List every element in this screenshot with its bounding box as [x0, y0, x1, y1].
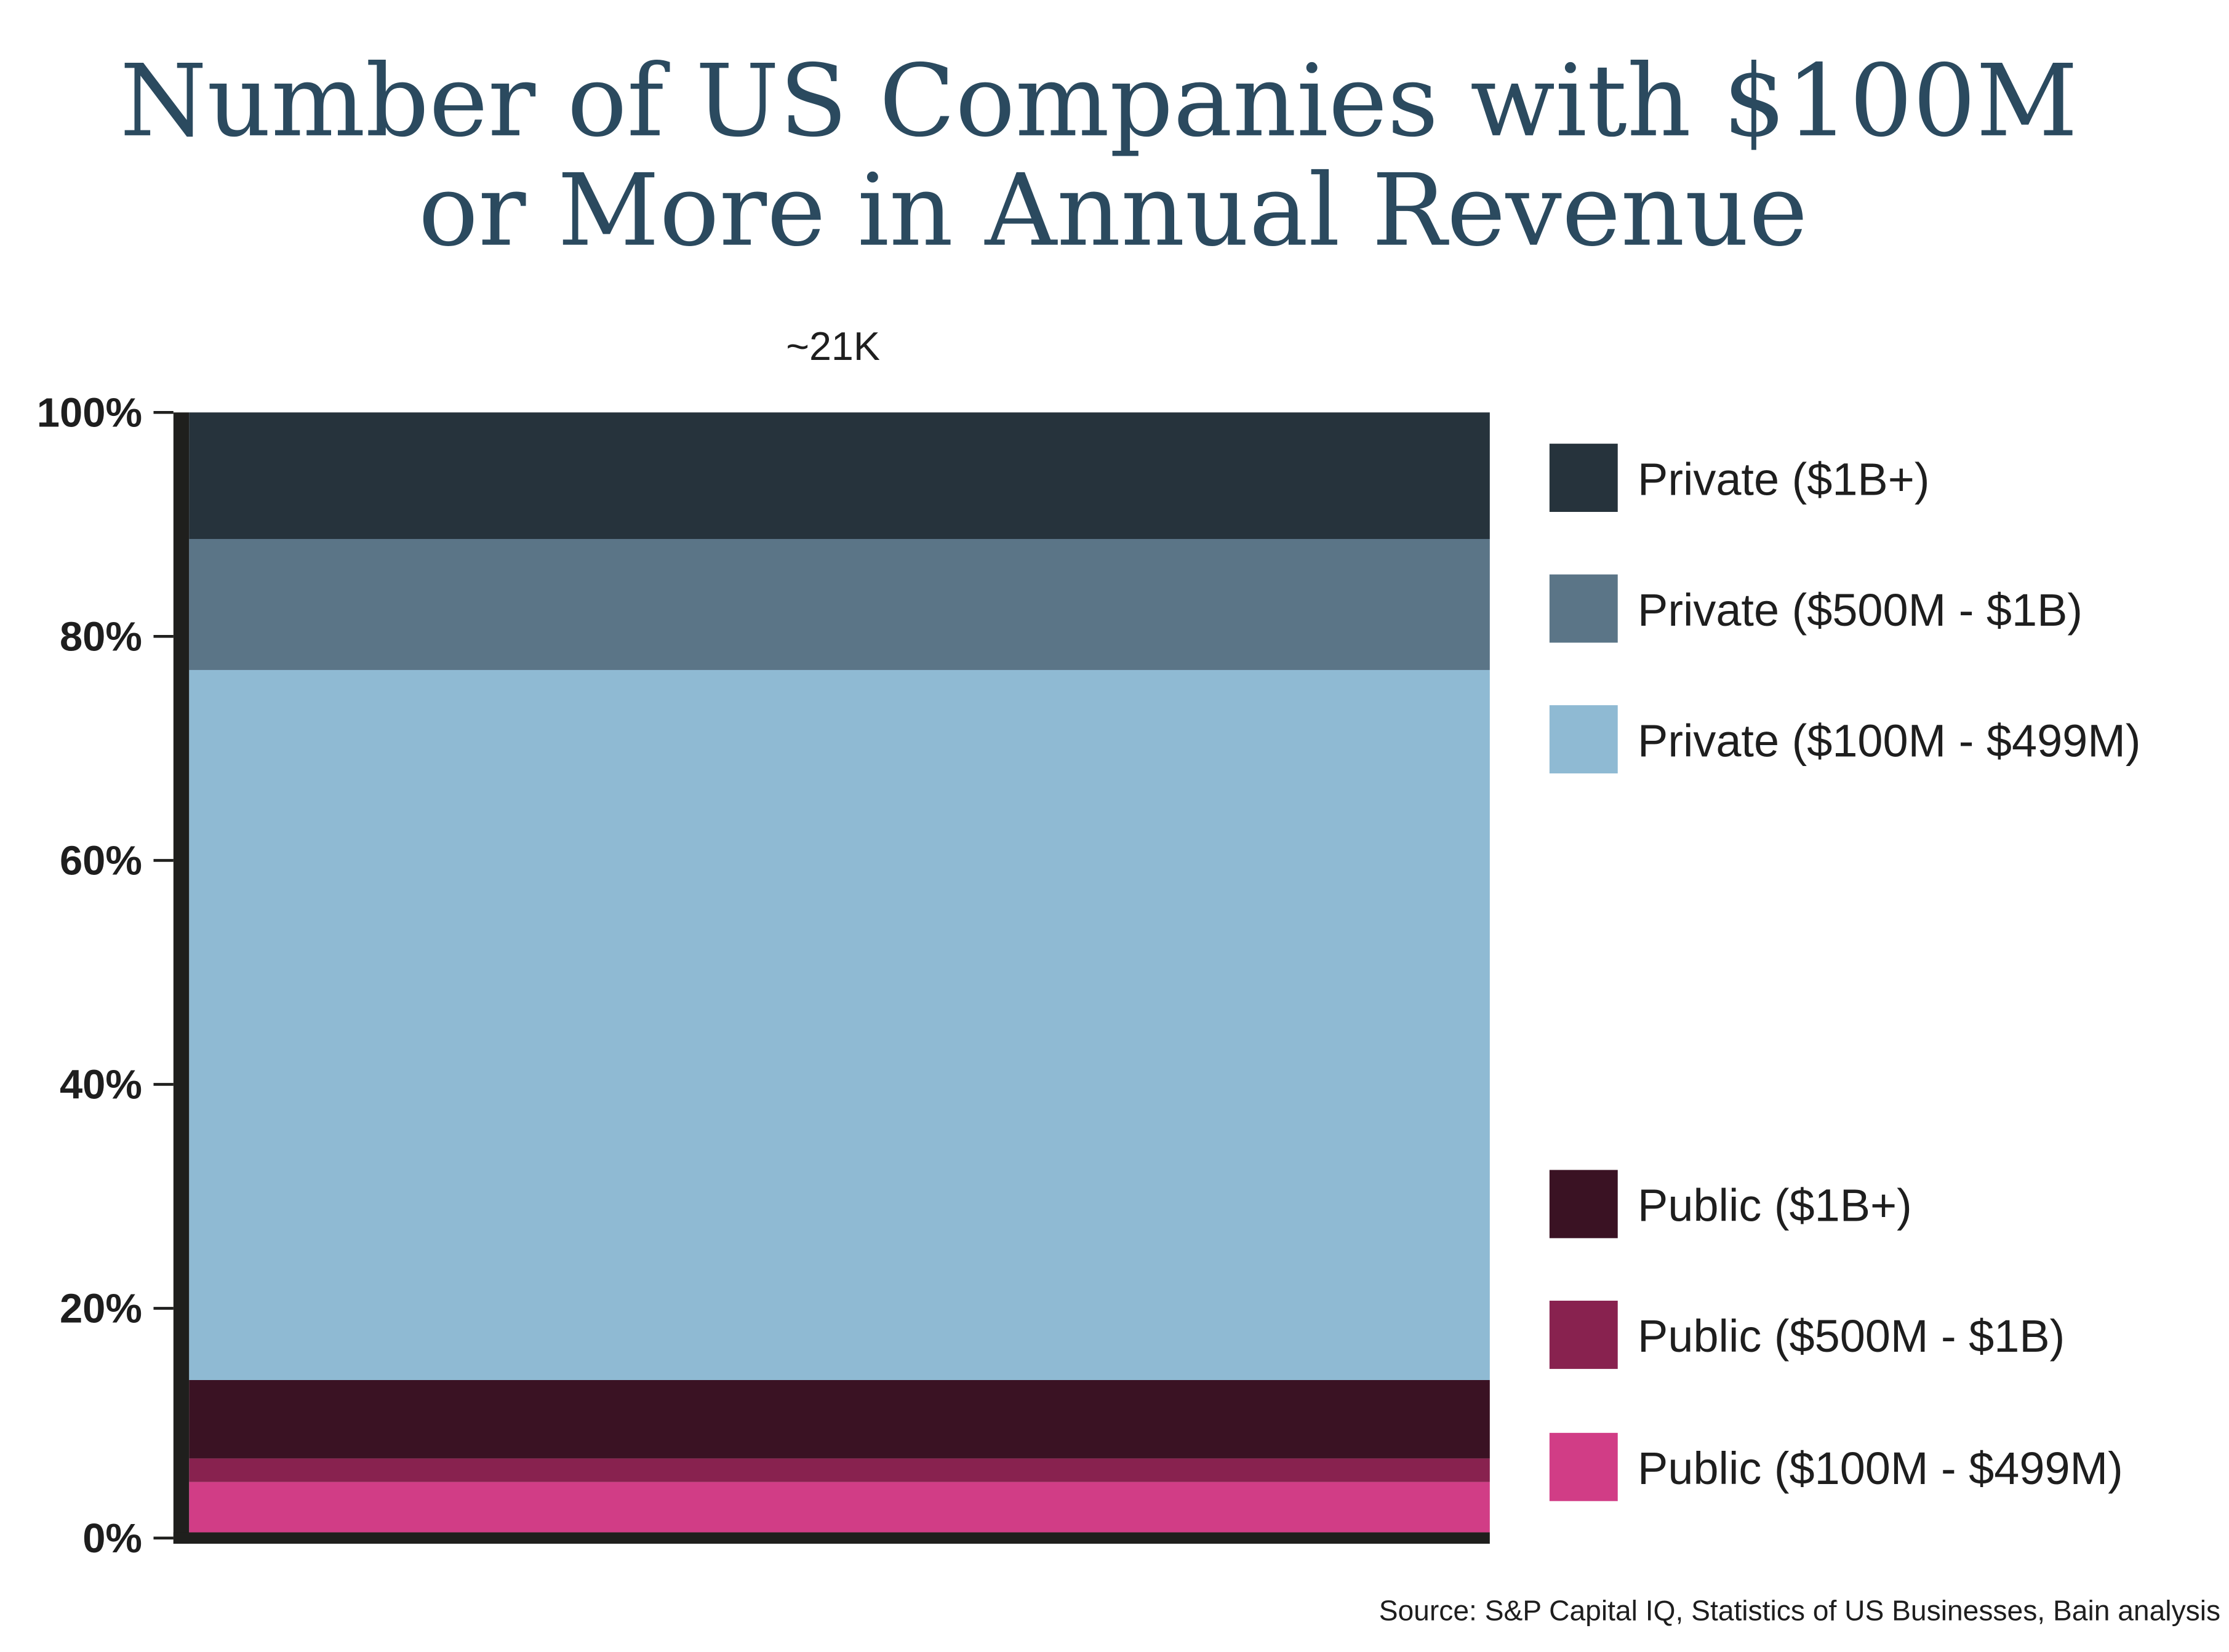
legend-label: Public ($100M - $499M)	[1638, 1443, 2123, 1494]
legend-item: Public ($1B+)	[1549, 1170, 1912, 1239]
bar-segment-public-500m-1b	[189, 1458, 1490, 1482]
legend-swatch	[1549, 705, 1618, 774]
legend-label: Private ($500M - $1B)	[1638, 585, 2083, 636]
source-note: Source: S&P Capital IQ, Statistics of US…	[1379, 1595, 2220, 1627]
bar-total-label: ~21K	[786, 324, 880, 369]
y-tick-label: 40%	[60, 1062, 142, 1108]
legend: Private ($1B+) Private ($500M - $1B) Priva…	[1549, 444, 2140, 1501]
chart-title-line-2: or More in Annual Revenue	[418, 153, 1808, 269]
bar-segment-private-500m-1b	[189, 538, 1490, 670]
legend-item: Public ($500M - $1B)	[1549, 1301, 2065, 1369]
legend-swatch	[1549, 444, 1618, 513]
y-tick-label: 100%	[37, 389, 142, 436]
legend-swatch	[1549, 574, 1618, 643]
legend-swatch	[1549, 1301, 1618, 1369]
legend-item: Private ($100M - $499M)	[1549, 705, 2140, 774]
legend-label: Private ($1B+)	[1638, 453, 1929, 505]
y-axis: 0% 20% 40% 60% 80% 100%	[37, 389, 1490, 1562]
y-tick-label: 20%	[60, 1286, 142, 1332]
legend-item: Private ($500M - $1B)	[1549, 574, 2083, 643]
legend-swatch	[1549, 1170, 1618, 1239]
legend-label: Public ($500M - $1B)	[1638, 1311, 2065, 1362]
x-axis-line	[173, 1532, 1490, 1544]
bar-segments	[189, 412, 1490, 1533]
legend-label: Public ($1B+)	[1638, 1180, 1912, 1231]
bar-segment-private-1b	[189, 412, 1490, 539]
bar-segment-private-100m-499m	[189, 669, 1490, 1380]
y-tick-label: 60%	[60, 838, 142, 884]
bar-segment-public-1b	[189, 1379, 1490, 1459]
y-tick-label: 80%	[60, 613, 142, 660]
legend-item: Public ($100M - $499M)	[1549, 1432, 2123, 1501]
legend-swatch	[1549, 1432, 1618, 1501]
y-tick-label: 0%	[82, 1515, 142, 1562]
bar-segment-public-100m-499m	[189, 1482, 1490, 1533]
y-axis-line	[173, 412, 190, 1544]
chart-title-line-1: Number of US Companies with $100M	[120, 44, 2078, 159]
legend-label: Private ($100M - $499M)	[1638, 715, 2140, 766]
legend-item: Private ($1B+)	[1549, 444, 1929, 513]
